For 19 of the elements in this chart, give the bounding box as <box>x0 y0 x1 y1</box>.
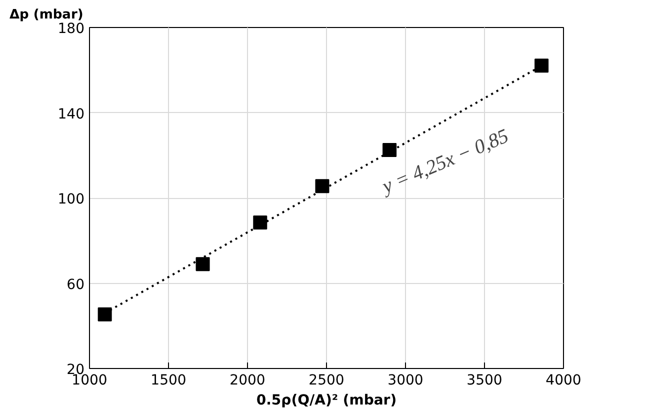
x-tick-label: 4000 <box>546 372 582 388</box>
point <box>253 216 268 230</box>
y-tick-label: 100 <box>58 192 85 208</box>
x-tick-label: 1500 <box>150 372 186 388</box>
x-tick-label: 2000 <box>230 372 266 388</box>
x-tick-label: 3000 <box>388 372 424 388</box>
annotation: y = 4,25x − 0,85 <box>377 125 512 199</box>
point <box>382 143 397 158</box>
y-tick-label: 180 <box>58 21 85 37</box>
x-tick-label: 2500 <box>308 372 344 388</box>
point <box>534 58 549 73</box>
point <box>98 307 112 322</box>
point <box>196 257 210 272</box>
y-tick-label: 60 <box>66 276 85 293</box>
x-axis-title: 0.5ρ(Q/A)² (mbar) <box>256 392 397 408</box>
point <box>315 179 330 194</box>
y-axis-title: Δp (mbar) <box>10 8 84 22</box>
y-tick-label: 140 <box>58 106 85 122</box>
x-tick-label: 3500 <box>466 372 502 388</box>
